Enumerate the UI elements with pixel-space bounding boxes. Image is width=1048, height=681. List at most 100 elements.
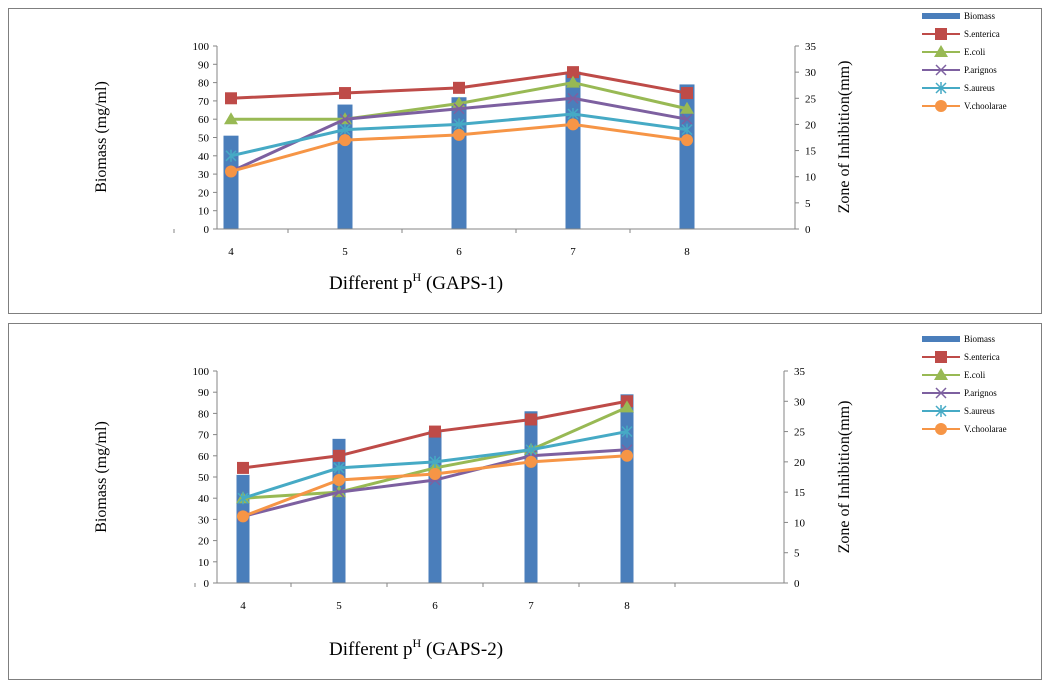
legend-label: S.aureus xyxy=(964,406,995,416)
point-p-arignos-4 xyxy=(681,113,693,125)
chart-svg-gaps-2: 0 10 20 30 40 50 60 70 80 90 100 0 5 10 15 20 25 30 35 4 5 6 7… xyxy=(93,334,1007,660)
point-e-coli-3 xyxy=(566,75,580,88)
legend-label: E.coli xyxy=(964,370,986,380)
bar-biomass-3 xyxy=(565,71,581,229)
legend-label: S.enterica xyxy=(964,29,1000,39)
legend-label: V.choolarae xyxy=(964,424,1007,434)
bar-biomass-2 xyxy=(428,430,442,583)
y-right-tick-label: 0 xyxy=(794,578,800,590)
x-tick-label: 6 xyxy=(432,600,438,612)
legend-marker xyxy=(934,368,948,380)
legend-marker xyxy=(935,423,947,435)
x-tick-label: 5 xyxy=(336,600,342,612)
point-e-coli-0 xyxy=(224,112,238,125)
legend-marker xyxy=(935,387,947,399)
legend-label: P.arignos xyxy=(964,65,997,75)
y-left-tick-label: 20 xyxy=(198,536,210,548)
point-v-choolarae-4 xyxy=(681,134,693,147)
y-right-tick-label: 5 xyxy=(805,198,811,210)
x-tick-label: 5 xyxy=(342,246,348,258)
point-s-enterica-1 xyxy=(333,449,345,462)
point-s-enterica-2 xyxy=(453,81,465,94)
point-v-choolarae-1 xyxy=(333,474,345,487)
point-p-arignos-1 xyxy=(333,486,345,498)
point-p-arignos-2 xyxy=(453,103,465,115)
y-right-tick-label: 20 xyxy=(805,119,817,131)
bar-biomass-4 xyxy=(679,84,695,230)
y-left-tick-label: 90 xyxy=(198,59,210,71)
point-s-enterica-3 xyxy=(525,413,537,426)
point-s-enterica-3 xyxy=(567,66,579,79)
x-axis-label: Different pH (GAPS-2) xyxy=(329,636,503,660)
point-s-aureus-1 xyxy=(333,461,345,474)
point-v-choolarae-4 xyxy=(621,449,633,462)
legend-label: P.arignos xyxy=(964,388,997,398)
point-s-aureus-4 xyxy=(681,123,693,136)
legend-marker xyxy=(935,28,947,40)
legend-label-biomass: Biomass xyxy=(964,11,996,21)
legend-label: E.coli xyxy=(964,47,986,57)
y-axis-right-label: Zone of Inhibition(mm) xyxy=(836,61,853,214)
y-left-tick-label: 30 xyxy=(198,169,210,181)
y-right-tick-label: 10 xyxy=(805,172,817,184)
biomass-bars xyxy=(236,394,634,583)
point-s-aureus-1 xyxy=(339,123,351,136)
series-s-aureus xyxy=(225,107,693,162)
y-right-tick-label: 15 xyxy=(805,146,817,158)
point-v-choolarae-0 xyxy=(225,165,237,178)
y-left-tick-label: 10 xyxy=(198,557,210,569)
y-left-tick-label: 40 xyxy=(198,493,210,505)
y-right-tick-label: 10 xyxy=(794,517,806,529)
point-s-enterica-4 xyxy=(681,87,693,100)
point-e-coli-4 xyxy=(680,101,694,114)
legend-marker xyxy=(935,351,947,363)
x-tick-label: 4 xyxy=(240,600,246,612)
y-left-tick-label: 50 xyxy=(198,133,210,145)
bar-biomass-0 xyxy=(223,135,239,229)
bar-biomass-2 xyxy=(451,97,467,230)
series-s-aureus xyxy=(237,425,633,505)
chart-panel-gaps-2: 0 10 20 30 40 50 60 70 80 90 100 0 5 10 15 20 25 30 35 4 5 6 7… xyxy=(8,323,1042,680)
y-left-tick-label: 60 xyxy=(198,114,210,126)
y-left-tick-label: 100 xyxy=(193,366,210,378)
legend: Biomass S.enterica E.coli P.arignos S.aureus… xyxy=(922,334,1007,435)
bar-biomass-0 xyxy=(236,474,250,583)
legend-marker xyxy=(935,64,947,76)
point-v-choolarae-3 xyxy=(525,455,537,468)
bar-biomass-4 xyxy=(620,394,634,583)
point-v-choolarae-1 xyxy=(339,134,351,147)
x-tick-label: 6 xyxy=(456,246,462,258)
chart-panel-gaps-1: 0 10 20 30 40 50 60 70 80 90 100 0 5 10 15 20 25 30 35 4 5 6 7… xyxy=(8,8,1042,314)
y-right-tick-label: 5 xyxy=(794,548,800,560)
legend-label: V.choolarae xyxy=(964,101,1007,111)
x-tick-label: 8 xyxy=(624,600,630,612)
series-p-arignos xyxy=(225,92,693,178)
y-axis-right-label: Zone of Inhibition(mm) xyxy=(836,401,853,554)
y-left-tick-label: 30 xyxy=(198,514,210,526)
point-s-enterica-0 xyxy=(225,92,237,105)
legend-swatch-biomass xyxy=(922,13,960,19)
y-right-tick-label: 35 xyxy=(805,41,817,53)
legend-label-biomass: Biomass xyxy=(964,334,996,344)
x-tick-label: 4 xyxy=(228,246,234,258)
point-s-enterica-0 xyxy=(237,461,249,474)
legend-label: S.enterica xyxy=(964,352,1000,362)
y-right-tick-label: 30 xyxy=(805,67,817,79)
y-left-tick-label: 0 xyxy=(204,224,210,236)
series-s-enterica xyxy=(237,395,633,474)
x-tick-label: 7 xyxy=(528,600,534,612)
y-right-tick-label: 20 xyxy=(794,457,806,469)
chart-svg-gaps-1: 0 10 20 30 40 50 60 70 80 90 100 0 5 10 15 20 25 30 35 4 5 6 7… xyxy=(93,11,1007,294)
point-s-enterica-1 xyxy=(339,87,351,100)
legend-swatch-biomass xyxy=(922,336,960,342)
y-left-tick-label: 0 xyxy=(204,578,210,590)
series-s-enterica xyxy=(225,66,693,105)
point-s-aureus-0 xyxy=(225,149,237,162)
y-left-tick-label: 80 xyxy=(198,78,210,90)
point-v-choolarae-2 xyxy=(453,128,465,141)
series-v-choolarae xyxy=(237,449,633,523)
point-e-coli-4 xyxy=(620,400,634,413)
point-s-aureus-4 xyxy=(621,425,633,438)
point-s-enterica-2 xyxy=(429,425,441,438)
y-left-tick-label: 100 xyxy=(193,41,210,53)
